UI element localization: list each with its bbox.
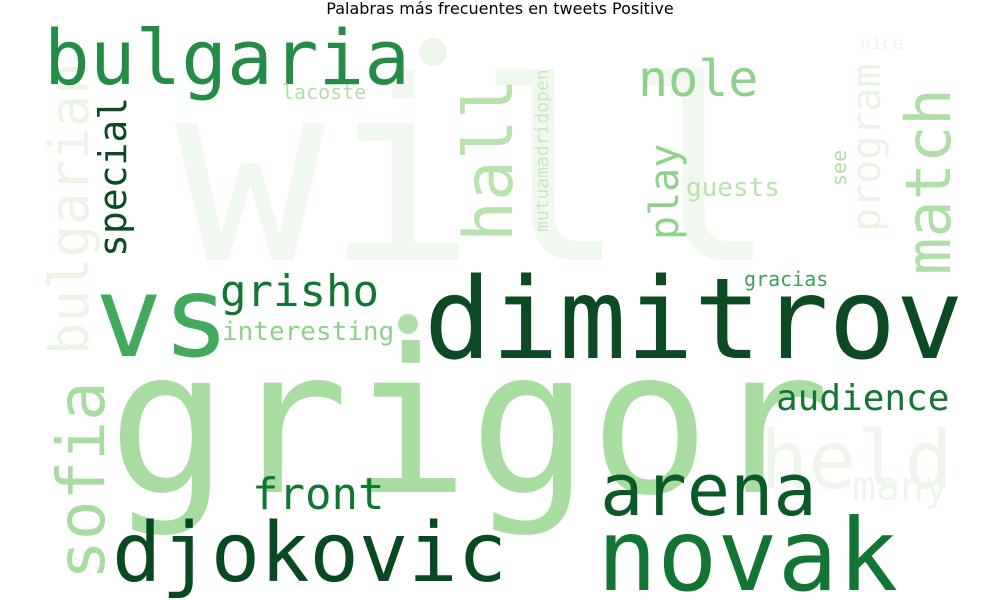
word-will: will <box>175 28 777 319</box>
word-front: front <box>252 469 384 520</box>
word-audience: audience <box>776 378 949 419</box>
word-grisho: grisho <box>220 266 379 317</box>
word-bulgarian: bulgarian <box>38 62 101 355</box>
word-interesting: interesting <box>222 317 394 347</box>
word-play: play <box>642 144 688 240</box>
word-nice: nice <box>860 33 903 54</box>
word-mutuamadridopen: mutuamadridopen <box>532 69 553 232</box>
word-many: many <box>852 464 948 510</box>
word-bulgaria: bulgaria <box>44 13 410 102</box>
word-djokovic: djokovic <box>112 506 507 600</box>
word-see: see <box>827 150 851 186</box>
word-match: match <box>892 88 965 275</box>
word-special: special <box>91 97 135 257</box>
word-program: program <box>844 63 890 232</box>
word-sofia: sofia <box>43 381 120 580</box>
word-novak: novak <box>597 497 898 600</box>
decorative-dot <box>398 314 418 334</box>
word-dimitrov: dimitrov <box>424 255 963 385</box>
word-gracias: gracias <box>744 267 828 291</box>
word-nole: nole <box>638 50 758 108</box>
word-guests: guests <box>686 173 780 203</box>
word-grigor: grigor <box>108 307 830 540</box>
word-vs: vs <box>95 253 230 383</box>
word-arena: arena <box>600 448 817 532</box>
word-lacoste: lacoste <box>282 80 366 104</box>
word-held: held <box>760 414 953 507</box>
figure-title: Palabras más frecuentes en tweets Positi… <box>326 0 674 18</box>
decorative-dot <box>419 38 447 66</box>
word-hall: hall <box>450 78 529 242</box>
